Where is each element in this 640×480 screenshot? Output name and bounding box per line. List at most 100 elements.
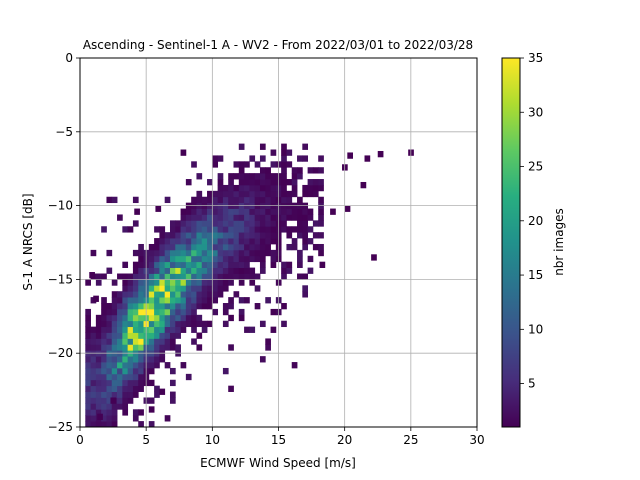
heatmap-bin (117, 291, 123, 298)
heatmap-bin (185, 208, 192, 215)
heatmap-bin (95, 421, 102, 427)
heatmap-bin (85, 308, 91, 316)
heatmap-bin (238, 255, 245, 263)
heatmap-bin (302, 155, 309, 162)
heatmap-bin (318, 167, 324, 174)
heatmap-bin (185, 226, 192, 233)
heatmap-bin (101, 397, 107, 404)
heatmap-bin (97, 413, 103, 421)
heatmap-bin (164, 243, 171, 251)
heatmap-bin (95, 314, 102, 322)
heatmap-bin (148, 255, 155, 263)
heatmap-bin (259, 261, 266, 268)
heatmap-bin (132, 338, 139, 345)
heatmap-bin (244, 267, 250, 274)
y-tick-label: 0 (65, 51, 73, 65)
heatmap-bin (212, 226, 219, 233)
heatmap-bin (90, 249, 97, 257)
heatmap-bin (138, 297, 144, 304)
heatmap-bin (244, 226, 250, 233)
heatmap-bin (233, 261, 240, 268)
heatmap-bin (196, 173, 203, 180)
heatmap-bin (138, 303, 144, 310)
heatmap-bin (169, 261, 176, 268)
heatmap-bin (244, 184, 250, 192)
heatmap-bin (212, 161, 219, 168)
heatmap-bin (117, 385, 123, 392)
heatmap-bin (132, 285, 139, 292)
heatmap-bin (122, 403, 129, 410)
heatmap-bin (175, 261, 181, 268)
heatmap-bin (159, 344, 166, 351)
heatmap-bin (101, 373, 107, 381)
heatmap-bin (254, 243, 261, 251)
heatmap-bin (291, 190, 298, 198)
heatmap-bin (318, 249, 324, 257)
heatmap-bin (122, 391, 129, 398)
heatmap-bin (164, 232, 171, 239)
heatmap-bin (217, 155, 224, 162)
y-axis-label: S-1 A NRCS [dB] (21, 193, 35, 290)
heatmap-bin (169, 320, 176, 328)
heatmap-bin (307, 255, 314, 263)
heatmap-bin (191, 338, 197, 345)
heatmap-bin (101, 391, 107, 398)
heatmap-bin (259, 255, 266, 263)
heatmap-bin (270, 249, 277, 257)
heatmap-bin (95, 373, 102, 381)
heatmap-bin (281, 179, 287, 186)
heatmap-bin (217, 208, 224, 215)
heatmap-bin (196, 220, 203, 227)
heatmap-bin (254, 179, 261, 186)
heatmap-bin (159, 238, 166, 245)
heatmap-bin (148, 397, 155, 404)
heatmap-bin (270, 208, 277, 215)
heatmap-bin (85, 344, 91, 351)
heatmap-bin (207, 220, 213, 227)
heatmap-bin (95, 320, 102, 328)
heatmap-bin (132, 279, 139, 286)
heatmap-bin (249, 226, 256, 233)
heatmap-bin (217, 179, 224, 186)
heatmap-bin (164, 238, 171, 245)
heatmap-bin (159, 279, 166, 286)
heatmap-bin (270, 190, 277, 198)
heatmap-bin (127, 326, 134, 333)
heatmap-bin (85, 338, 91, 345)
x-axis: 0 5 10 15 20 25 30 (76, 427, 485, 447)
heatmap-bin (238, 297, 245, 304)
y-tick-label: −25 (48, 420, 73, 434)
heatmap-bin (312, 184, 319, 192)
heatmap-bin (286, 267, 293, 274)
heatmap-bin (148, 297, 155, 304)
heatmap-bin (138, 344, 144, 351)
heatmap-bin (207, 196, 213, 204)
x-tick-label: 25 (403, 433, 418, 447)
heatmap-bin (132, 409, 139, 416)
heatmap-bin (164, 285, 171, 292)
heatmap-bin (164, 196, 171, 204)
heatmap-bin (159, 273, 166, 280)
heatmap-bin (207, 214, 213, 221)
heatmap-bin (222, 196, 229, 204)
heatmap-bin (90, 373, 97, 381)
heatmap-bin (249, 232, 256, 239)
heatmap-bin (175, 232, 181, 239)
heatmap-bin (228, 303, 234, 310)
heatmap-bin (148, 356, 155, 363)
heatmap-bin (196, 232, 203, 239)
heatmap-bin (185, 243, 192, 251)
heatmap-bin (122, 285, 129, 292)
heatmap-bin (180, 297, 187, 304)
heatmap-bin (138, 379, 144, 387)
heatmap-bin (101, 338, 107, 345)
heatmap-bin (117, 397, 123, 404)
heatmap-bin (281, 220, 287, 227)
colorbar-tick-label: 25 (528, 160, 543, 174)
heatmap-bin (148, 285, 155, 292)
heatmap-bin (212, 190, 219, 198)
heatmap-bin (95, 279, 102, 286)
heatmap-bin (286, 208, 293, 215)
heatmap-bin (238, 143, 245, 150)
heatmap-bin (164, 303, 171, 310)
